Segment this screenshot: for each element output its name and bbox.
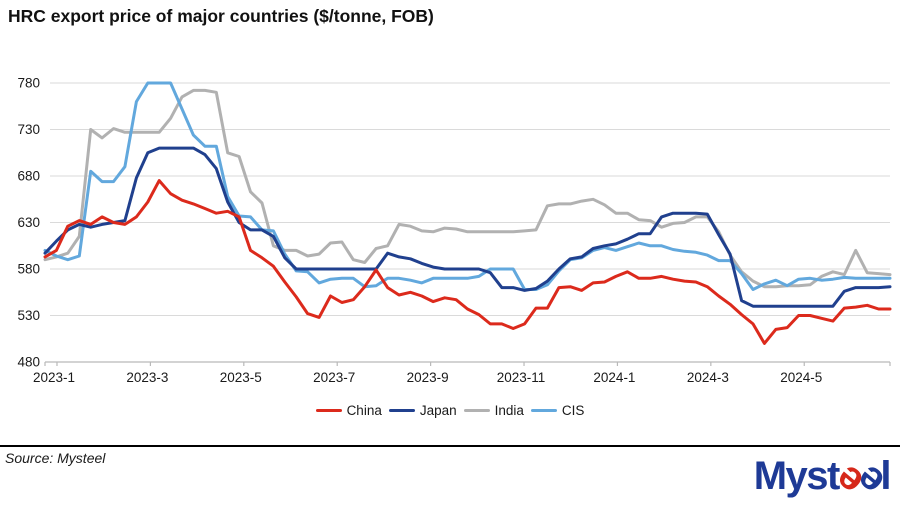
logo-text-suffix: l	[880, 454, 891, 498]
y-axis-label-630: 630	[17, 215, 40, 230]
legend-item-india: India	[463, 403, 524, 418]
x-axis-label-2024-5: 2024-5	[780, 370, 822, 385]
x-axis-label-2024-1: 2024-1	[593, 370, 635, 385]
legend-label-cis: CIS	[561, 403, 585, 418]
series-line-china	[43, 179, 892, 345]
chart-title: HRC export price of major countries ($/t…	[8, 6, 434, 26]
x-axis-label-2024-3: 2024-3	[687, 370, 729, 385]
y-axis-label-480: 480	[17, 355, 40, 370]
legend-label-china: China	[346, 403, 382, 418]
legend-swatch-cis	[530, 408, 557, 413]
y-axis-label-580: 580	[17, 262, 40, 277]
series-line-japan	[43, 146, 892, 308]
x-axis-label-2023-1: 2023-1	[33, 370, 75, 385]
x-axis-label-2023-11: 2023-11	[497, 370, 546, 385]
logo-text-prefix: Myst	[753, 454, 841, 498]
y-axis-label-680: 680	[17, 169, 40, 184]
legend-swatch-japan	[388, 408, 415, 413]
mysteel-logo: Mysteel	[753, 452, 893, 504]
legend-item-china: China	[315, 403, 382, 418]
y-axis-label-530: 530	[17, 308, 40, 323]
legend-label-india: India	[494, 403, 524, 418]
source-attribution: Source: Mysteel	[5, 450, 106, 466]
legend-swatch-china	[315, 408, 342, 413]
footer-divider	[0, 445, 900, 447]
y-axis-label-730: 730	[17, 122, 40, 137]
legend-item-japan: Japan	[388, 403, 457, 418]
x-axis-label-2023-9: 2023-9	[407, 370, 449, 385]
price-line-chart: 480 530 580 630 680 730 780 2023-1 2023-3 2023-5 2…	[17, 76, 892, 385]
series-line-india	[43, 88, 892, 289]
x-axis-label-2023-5: 2023-5	[220, 370, 262, 385]
legend-swatch-india	[463, 408, 490, 413]
x-axis-label-2023-3: 2023-3	[126, 370, 168, 385]
x-axis-label-2023-7: 2023-7	[313, 370, 355, 385]
series-line-cis	[43, 81, 892, 291]
y-axis-label-780: 780	[17, 76, 40, 91]
legend-item-cis: CIS	[530, 403, 585, 418]
chart-legend: China Japan India CIS	[0, 403, 900, 418]
legend-label-japan: Japan	[419, 403, 457, 418]
